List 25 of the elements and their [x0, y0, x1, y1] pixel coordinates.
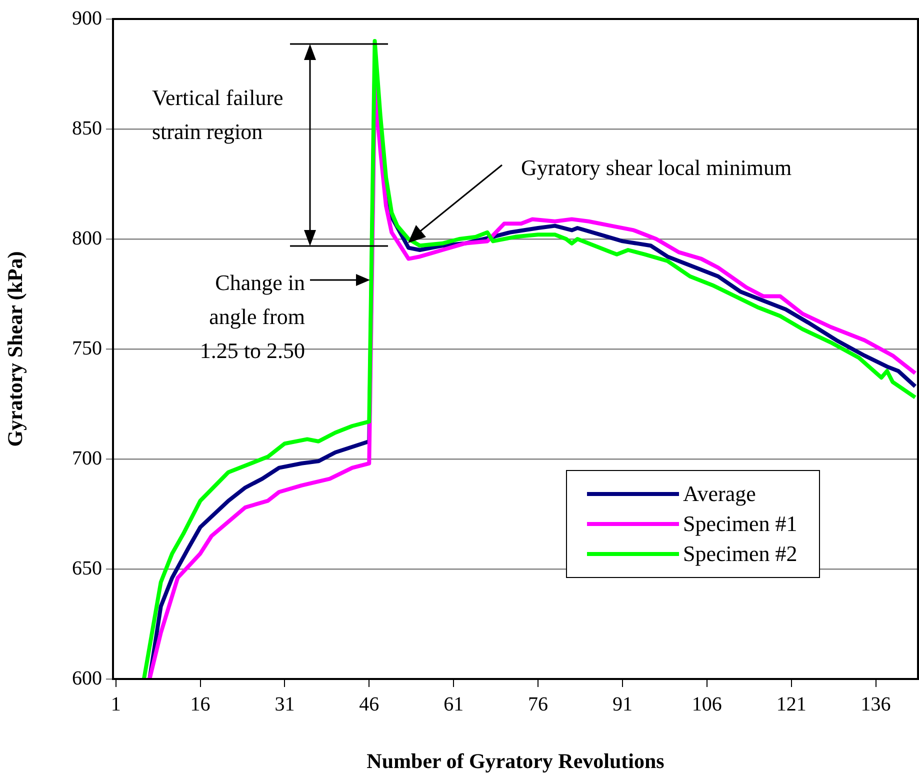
x-tick-label: 136 — [860, 693, 891, 716]
annotation: Vertical failure strain region — [152, 84, 284, 146]
x-tick-label: 61 — [444, 693, 464, 716]
y-tick-label: 650 — [72, 557, 102, 580]
y-tick-label: 850 — [72, 117, 102, 140]
x-tick-label: 46 — [359, 693, 380, 716]
y-tick-label: 700 — [72, 447, 102, 470]
x-tick-label: 16 — [190, 693, 210, 716]
x-tick-label: 76 — [528, 693, 548, 716]
legend-label: Average — [683, 481, 756, 507]
annotation: Gyratory shear local minimum — [521, 154, 793, 182]
legend-label: Specimen #2 — [683, 541, 798, 567]
x-tick-label: 121 — [776, 693, 806, 716]
y-tick-label: 900 — [72, 7, 102, 30]
y-tick-label: 750 — [72, 337, 102, 360]
x-tick-label: 1 — [110, 693, 121, 716]
y-tick-label: 600 — [72, 667, 102, 690]
x-tick-label: 106 — [692, 693, 722, 716]
x-tick-label: 91 — [612, 693, 632, 716]
y-tick-label: 800 — [72, 227, 102, 250]
annotation: Change in angle from 1.25 to 2.50 — [198, 269, 305, 365]
x-axis-title: Number of Gyratory Revolutions — [366, 748, 664, 773]
legend-label: Specimen #1 — [683, 511, 798, 537]
y-axis-title: Gyratory Shear (kPa) — [3, 251, 28, 447]
x-tick-label: 31 — [274, 693, 295, 716]
